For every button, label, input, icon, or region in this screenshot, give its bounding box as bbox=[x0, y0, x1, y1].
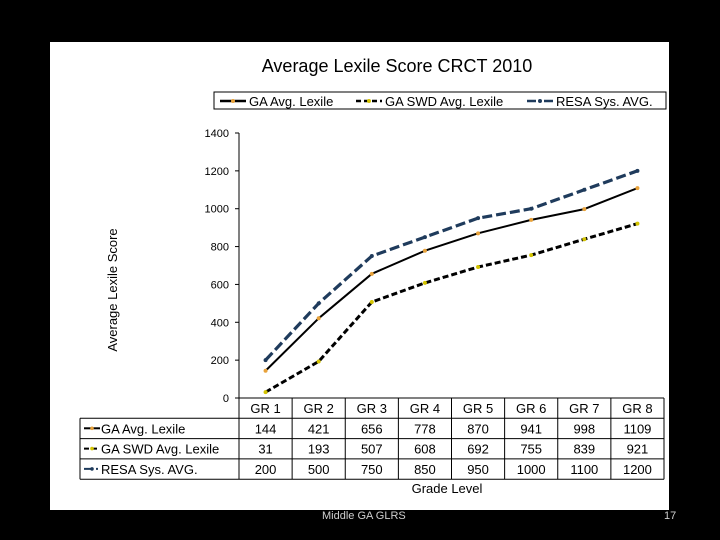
table-value: 921 bbox=[627, 442, 649, 457]
y-tick-label: 1400 bbox=[205, 128, 229, 140]
slide-footer: Middle GA GLRS 17 bbox=[0, 508, 720, 528]
y-tick-label: 0 bbox=[223, 393, 229, 405]
legend-label-1: GA Avg. Lexile bbox=[249, 94, 333, 109]
data-point-s1-5 bbox=[476, 231, 481, 236]
table-value: 1100 bbox=[570, 462, 598, 477]
y-tick-label: 1000 bbox=[205, 204, 229, 216]
legend-marker-1 bbox=[231, 99, 235, 103]
series-line-3 bbox=[264, 169, 638, 362]
category-label: GR 3 bbox=[357, 401, 387, 416]
category-label: GR 8 bbox=[622, 401, 652, 416]
table-value: 750 bbox=[361, 462, 383, 477]
series-line-2 bbox=[264, 222, 638, 394]
table-value: 500 bbox=[308, 462, 330, 477]
y-tick-label: 1200 bbox=[205, 166, 229, 178]
table-legend-marker-1 bbox=[90, 426, 94, 431]
table-legend-marker-3 bbox=[90, 467, 94, 471]
category-label: GR 4 bbox=[410, 401, 440, 416]
table-value: 839 bbox=[573, 442, 595, 457]
legend-box bbox=[213, 91, 667, 110]
data-point-s3-4 bbox=[422, 235, 427, 240]
table-value: 656 bbox=[361, 421, 383, 436]
data-point-s3-7 bbox=[582, 187, 587, 192]
data-point-s1-6 bbox=[529, 217, 534, 222]
table-value: 1000 bbox=[517, 462, 546, 477]
table-value: 870 bbox=[467, 421, 489, 436]
table-value: 692 bbox=[467, 442, 489, 457]
data-point-s2-8 bbox=[635, 221, 640, 226]
data-point-s3-1 bbox=[263, 358, 268, 363]
y-tick-label: 200 bbox=[211, 355, 229, 367]
category-label: GR 6 bbox=[516, 401, 546, 416]
data-point-s3-3 bbox=[369, 254, 374, 259]
legend-label-2: GA SWD Avg. Lexile bbox=[385, 94, 503, 109]
y-tick-label: 800 bbox=[211, 242, 229, 254]
table-value: 950 bbox=[467, 462, 489, 477]
data-point-s2-2 bbox=[316, 359, 321, 364]
table-value: 421 bbox=[308, 421, 330, 436]
category-label: GR 5 bbox=[463, 401, 493, 416]
legend-marker-2 bbox=[367, 99, 371, 103]
table-value: 193 bbox=[308, 442, 330, 457]
data-point-s1-3 bbox=[369, 271, 374, 276]
data-point-s2-3 bbox=[369, 300, 374, 305]
y-axis-label: Average Lexile Score bbox=[105, 228, 120, 351]
chart-title: Average Lexile Score CRCT 2010 bbox=[262, 56, 532, 76]
data-point-s1-4 bbox=[422, 248, 427, 253]
table-value: 608 bbox=[414, 442, 436, 457]
legend-label-3: RESA Sys. AVG. bbox=[556, 94, 653, 109]
table-value: 755 bbox=[520, 442, 542, 457]
table-value: 31 bbox=[258, 442, 272, 457]
table-value: 1200 bbox=[623, 462, 652, 477]
data-point-s2-7 bbox=[582, 237, 587, 242]
data-point-s3-2 bbox=[316, 301, 321, 306]
data-point-s3-8 bbox=[635, 168, 640, 173]
series-line-1 bbox=[264, 187, 638, 372]
y-tick-label: 600 bbox=[211, 279, 229, 291]
table-value: 200 bbox=[255, 462, 277, 477]
table-value: 941 bbox=[520, 421, 542, 436]
data-point-s3-5 bbox=[476, 216, 481, 221]
data-point-s2-1 bbox=[263, 390, 268, 395]
data-point-s1-7 bbox=[582, 207, 587, 212]
table-value: 507 bbox=[361, 442, 383, 457]
category-label: GR 1 bbox=[250, 401, 280, 416]
data-point-s2-5 bbox=[476, 265, 481, 270]
y-tick-label: 400 bbox=[211, 317, 229, 329]
data-point-s1-1 bbox=[263, 368, 268, 373]
slide-number: 17 bbox=[664, 510, 677, 522]
data-point-s2-4 bbox=[422, 280, 427, 285]
data-point-s3-6 bbox=[529, 206, 534, 211]
category-label: GR 7 bbox=[569, 401, 599, 416]
data-point-s1-8 bbox=[635, 186, 640, 191]
table-value: 1109 bbox=[623, 421, 651, 436]
footer-text: Middle GA GLRS bbox=[322, 510, 406, 522]
table-series-label: RESA Sys. AVG. bbox=[101, 462, 198, 477]
table-series-label: GA Avg. Lexile bbox=[101, 421, 185, 436]
table-value: 850 bbox=[414, 462, 436, 477]
table-series-label: GA SWD Avg. Lexile bbox=[101, 442, 219, 457]
table-legend-marker-2 bbox=[90, 446, 94, 451]
table-value: 144 bbox=[255, 421, 277, 436]
x-axis-label: Grade Level bbox=[412, 481, 483, 496]
category-label: GR 2 bbox=[304, 401, 334, 416]
table-value: 998 bbox=[573, 421, 595, 436]
legend-marker-3 bbox=[538, 99, 542, 103]
data-point-s1-2 bbox=[316, 316, 321, 321]
chart-area bbox=[50, 42, 669, 510]
table-value: 778 bbox=[414, 421, 436, 436]
data-point-s2-6 bbox=[529, 253, 534, 258]
